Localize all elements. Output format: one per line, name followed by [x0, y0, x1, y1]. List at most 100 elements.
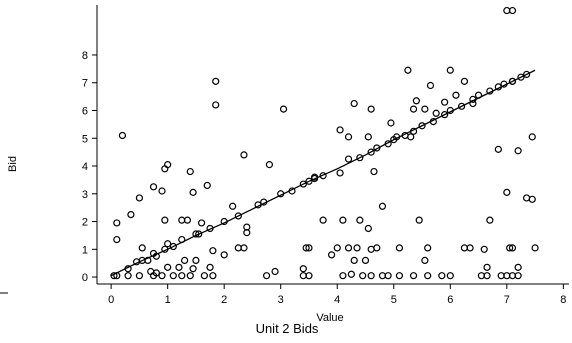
data-point [220, 251, 228, 259]
x-tick-label: 1 [165, 294, 171, 306]
data-point [409, 105, 418, 113]
data-point [240, 244, 248, 252]
data-point [164, 161, 172, 169]
data-point [359, 272, 367, 280]
data-point [279, 105, 288, 113]
data-point [197, 219, 206, 227]
data-point [299, 265, 307, 273]
data-point [412, 97, 420, 105]
data-point [164, 240, 172, 248]
data-point [514, 272, 522, 280]
data-point [229, 202, 237, 210]
data-point [531, 244, 539, 252]
data-point [441, 111, 449, 119]
data-point [336, 126, 344, 134]
data-point [514, 147, 522, 155]
data-point [189, 265, 197, 273]
data-point [344, 244, 353, 252]
data-point [415, 216, 423, 224]
point-layer [110, 6, 539, 280]
data-point [523, 194, 531, 202]
x-tick-label: 6 [447, 294, 453, 306]
data-point [110, 272, 118, 280]
data-point [528, 133, 536, 141]
data-point [149, 183, 158, 191]
x-tick-label: 3 [278, 294, 284, 306]
data-point [438, 272, 446, 280]
data-point [364, 224, 372, 233]
data-point [192, 256, 200, 265]
data-point [178, 272, 186, 280]
data-point [506, 244, 514, 252]
data-point [480, 245, 488, 253]
data-point [271, 267, 279, 276]
data-point [212, 77, 220, 85]
tick-layer: 0 1 2 3 4 5 6 7 8 0 1 2 3 4 5 6 7 8 [82, 50, 567, 306]
data-point [460, 77, 469, 85]
data-point [209, 247, 217, 255]
data-point [483, 263, 491, 271]
data-point [387, 119, 395, 127]
y-tick-label: 0 [82, 272, 88, 284]
data-point [333, 244, 341, 252]
data-point [262, 272, 271, 280]
y-tick-label: 1 [82, 244, 88, 256]
data-point [265, 161, 274, 169]
data-point [305, 244, 313, 252]
data-point [319, 216, 327, 224]
data-point [183, 216, 192, 224]
data-point [421, 256, 429, 265]
y-tick-label: 6 [82, 105, 88, 117]
data-point [452, 91, 460, 99]
data-point [161, 216, 169, 224]
data-point [169, 242, 177, 251]
data-point [152, 269, 160, 277]
data-point [409, 272, 418, 280]
data-point [158, 272, 166, 280]
data-point [364, 133, 372, 141]
data-point [432, 109, 440, 117]
data-point [503, 188, 511, 196]
data-point [113, 235, 121, 244]
data-point [344, 133, 353, 141]
x-tick-label: 7 [504, 294, 510, 306]
data-point [118, 131, 127, 140]
data-point [367, 245, 375, 253]
data-point [395, 244, 404, 252]
data-point [421, 105, 429, 113]
data-point [373, 244, 381, 252]
data-point [395, 272, 404, 280]
data-point [186, 167, 194, 176]
data-point [404, 66, 412, 74]
data-point [206, 263, 214, 271]
data-point [353, 244, 361, 252]
y-tick-label: 5 [82, 133, 88, 145]
data-point [514, 263, 522, 271]
data-point [164, 263, 172, 271]
data-point [234, 212, 242, 220]
data-point [350, 256, 358, 265]
data-point [339, 216, 347, 224]
data-point [158, 187, 166, 195]
data-point [361, 256, 370, 265]
data-point [186, 272, 194, 280]
x-tick-label: 2 [221, 294, 227, 306]
data-point [336, 169, 344, 177]
data-point [305, 272, 313, 280]
data-point [327, 251, 336, 259]
data-point [243, 223, 251, 231]
y-tick-label: 3 [82, 189, 88, 201]
data-point [508, 244, 517, 252]
data-point [356, 154, 364, 162]
data-point [339, 272, 347, 280]
data-point [486, 216, 494, 224]
data-point [523, 70, 531, 79]
data-point [181, 256, 189, 265]
data-point [370, 167, 378, 176]
data-point [446, 66, 454, 74]
data-point [189, 188, 197, 196]
data-point [508, 6, 517, 15]
data-point [305, 177, 313, 185]
data-point [169, 272, 177, 280]
data-point [378, 202, 387, 210]
